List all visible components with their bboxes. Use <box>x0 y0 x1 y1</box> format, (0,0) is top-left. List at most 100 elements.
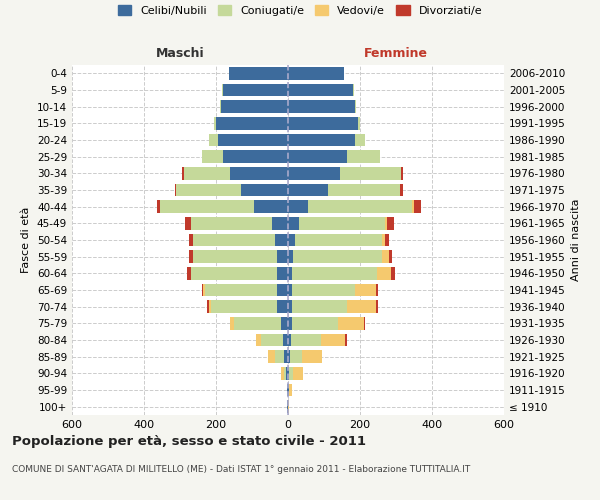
Bar <box>355 284 376 296</box>
Bar <box>175 184 176 196</box>
Bar <box>220 100 221 113</box>
Bar <box>185 217 191 230</box>
Bar <box>347 150 380 163</box>
Bar <box>299 217 385 230</box>
Bar <box>376 300 378 313</box>
Bar <box>288 284 292 296</box>
Bar <box>221 100 288 113</box>
Text: Femmine: Femmine <box>364 47 428 60</box>
Bar <box>281 367 284 380</box>
Bar <box>292 267 377 280</box>
Bar <box>234 317 281 330</box>
Bar <box>256 334 261 346</box>
Bar <box>229 67 288 80</box>
Bar <box>277 250 288 263</box>
Bar <box>157 200 160 213</box>
Bar <box>288 367 289 380</box>
Bar <box>275 234 288 246</box>
Bar <box>277 284 288 296</box>
Bar <box>288 184 328 196</box>
Bar <box>184 167 230 179</box>
Bar <box>288 200 308 213</box>
Bar <box>203 284 205 296</box>
Bar <box>358 117 360 130</box>
Bar <box>288 384 289 396</box>
Bar <box>385 234 389 246</box>
Bar <box>364 317 365 330</box>
Bar <box>292 317 338 330</box>
Bar <box>295 234 382 246</box>
Bar <box>209 134 218 146</box>
Bar <box>288 317 292 330</box>
Bar <box>289 384 292 396</box>
Bar <box>292 300 347 313</box>
Bar <box>223 84 288 96</box>
Bar <box>340 167 401 179</box>
Bar <box>176 184 241 196</box>
Y-axis label: Anni di nascita: Anni di nascita <box>571 198 581 281</box>
Bar <box>400 184 403 196</box>
Bar <box>288 267 292 280</box>
Bar <box>288 67 344 80</box>
Bar <box>290 350 302 363</box>
Bar <box>277 267 288 280</box>
Bar <box>382 250 389 263</box>
Bar <box>191 267 277 280</box>
Bar <box>288 250 293 263</box>
Bar <box>382 234 385 246</box>
Bar <box>391 267 395 280</box>
Bar <box>207 300 209 313</box>
Bar <box>347 300 376 313</box>
Bar <box>211 300 277 313</box>
Bar <box>338 317 364 330</box>
Bar <box>328 184 400 196</box>
Bar <box>288 350 290 363</box>
Bar <box>302 350 322 363</box>
Bar <box>160 200 254 213</box>
Bar <box>377 267 391 280</box>
Bar <box>284 350 288 363</box>
Bar <box>216 117 288 130</box>
Bar <box>283 334 288 346</box>
Bar <box>389 250 392 263</box>
Bar <box>193 250 277 263</box>
Bar <box>272 217 288 230</box>
Bar <box>189 250 193 263</box>
Bar <box>230 167 288 179</box>
Bar <box>288 217 299 230</box>
Bar <box>288 300 292 313</box>
Bar <box>287 400 288 413</box>
Bar <box>189 234 193 246</box>
Bar <box>261 334 283 346</box>
Bar <box>288 100 355 113</box>
Bar <box>414 200 421 213</box>
Bar <box>202 284 203 296</box>
Bar <box>287 384 288 396</box>
Bar <box>288 117 358 130</box>
Text: Maschi: Maschi <box>155 47 205 60</box>
Bar <box>254 200 288 213</box>
Bar <box>293 367 304 380</box>
Bar <box>412 200 414 213</box>
Bar <box>214 117 216 130</box>
Bar <box>401 167 403 179</box>
Bar <box>387 217 394 230</box>
Bar <box>288 234 295 246</box>
Bar <box>223 150 288 163</box>
Bar <box>288 167 340 179</box>
Bar <box>187 267 191 280</box>
Bar <box>286 367 288 380</box>
Bar <box>308 200 412 213</box>
Bar <box>291 334 322 346</box>
Bar <box>205 284 277 296</box>
Bar <box>193 234 275 246</box>
Bar <box>268 350 275 363</box>
Bar <box>288 334 291 346</box>
Bar <box>218 134 288 146</box>
Text: COMUNE DI SANT'AGATA DI MILITELLO (ME) - Dati ISTAT 1° gennaio 2011 - Elaborazio: COMUNE DI SANT'AGATA DI MILITELLO (ME) -… <box>12 465 470 474</box>
Bar <box>281 317 288 330</box>
Bar <box>241 184 288 196</box>
Bar <box>191 217 272 230</box>
Bar <box>275 350 284 363</box>
Bar <box>355 100 356 113</box>
